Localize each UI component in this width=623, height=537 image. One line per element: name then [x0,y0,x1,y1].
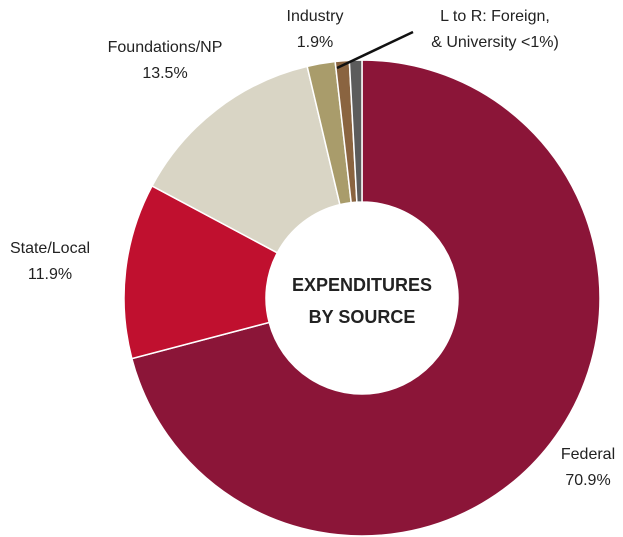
slice-label: Foundations/NP [108,39,223,56]
slice-label: State/Local [10,240,90,257]
slice [150,65,341,254]
slice-value-label: 70.9% [565,472,610,489]
center-label: BY SOURCE [309,307,416,327]
slice [123,184,279,360]
slice-value-label: 13.5% [142,65,187,82]
slice-label: Industry [287,8,344,25]
slice-value-label: 11.9% [28,266,72,283]
slice [130,59,601,537]
center-label: EXPENDITURES [292,275,432,295]
annotation-leader [336,30,414,70]
slice-value-label: 1.9% [297,34,333,51]
annotation: L to R: Foreign, [440,8,550,25]
annotation: & University <1%) [431,34,559,51]
slice-label: Federal [561,446,615,463]
